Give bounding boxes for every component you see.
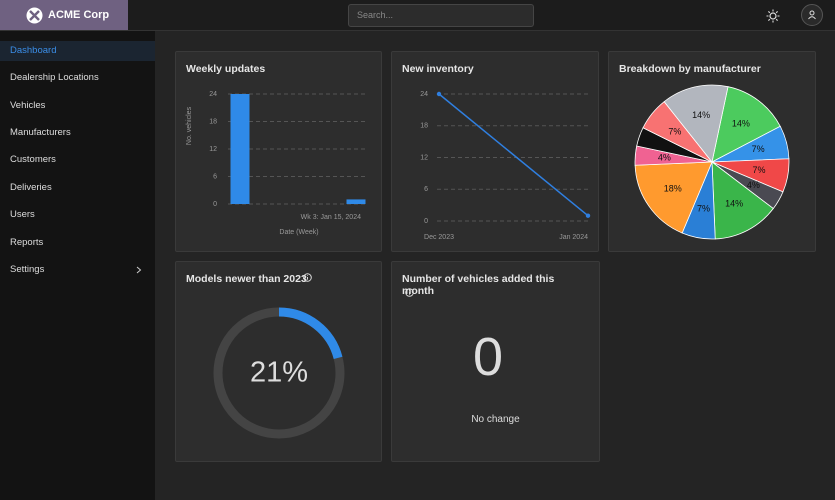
nav-label: Settings bbox=[10, 264, 45, 275]
y-tick-label: 6 bbox=[213, 173, 217, 180]
nav-label: Deliveries bbox=[10, 182, 52, 193]
y-tick-label: 0 bbox=[213, 201, 217, 208]
y-tick-label: 24 bbox=[420, 91, 428, 98]
brand-name: ACME Corp bbox=[48, 9, 110, 21]
nav-item[interactable]: Reports bbox=[0, 233, 155, 253]
card-title: New inventory bbox=[402, 63, 474, 75]
x-tick-label: Jan 2024 bbox=[559, 234, 588, 241]
nav-item[interactable]: Settings bbox=[0, 260, 155, 280]
user-avatar[interactable] bbox=[801, 4, 823, 26]
nav-label: Manufacturers bbox=[10, 127, 71, 138]
bar bbox=[230, 94, 250, 204]
y-tick-label: 6 bbox=[424, 186, 428, 193]
top-bar: ACME Corp Search... bbox=[0, 0, 835, 31]
y-axis-label: No. vehicles bbox=[186, 106, 193, 145]
slice-label: 14% bbox=[692, 110, 710, 120]
chart: 0 6 12 18 24 No. vehicles Date (Week) Wk 3: Jan… bbox=[186, 91, 368, 236]
y-tick-label: 18 bbox=[209, 118, 217, 125]
stat-note: No change bbox=[471, 414, 520, 425]
y-tick-label: 24 bbox=[209, 91, 217, 98]
info-circle bbox=[405, 288, 414, 297]
nav-item[interactable]: Dealership Locations bbox=[0, 68, 155, 88]
chart: 14% 7% 7% 4% 14% 7% 18% 4% 7% 14% bbox=[634, 84, 790, 240]
x-tick-label: Dec 2023 bbox=[424, 234, 454, 241]
search-box[interactable]: Search... bbox=[348, 4, 534, 27]
chevron-path bbox=[136, 266, 142, 274]
point bbox=[436, 91, 442, 97]
y-tick-label: 18 bbox=[420, 123, 428, 130]
gauge-arc bbox=[278, 307, 343, 360]
slice-label: 14% bbox=[732, 118, 750, 128]
bar bbox=[346, 199, 366, 204]
nav-label: Customers bbox=[10, 154, 56, 165]
slice-label: 7% bbox=[668, 126, 681, 136]
pie-slice bbox=[711, 161, 774, 240]
chart: 21% bbox=[213, 307, 345, 439]
nav-item[interactable]: Manufacturers bbox=[0, 123, 155, 143]
slice-label: 7% bbox=[697, 203, 710, 213]
info-icon[interactable] bbox=[405, 288, 414, 297]
slice-label: 4% bbox=[747, 180, 760, 190]
gauge-value: 21% bbox=[250, 357, 308, 389]
theme-toggle[interactable] bbox=[766, 9, 780, 23]
nav-item[interactable]: Customers bbox=[0, 150, 155, 170]
nav-item[interactable]: Dashboard bbox=[0, 41, 155, 61]
chart: 0 6 12 18 24 Dec 2023 Jan 2024 bbox=[420, 91, 591, 241]
card: Weekly updates 0 6 12 18 24 No. vehicles Date (… bbox=[175, 51, 382, 252]
brand[interactable]: ACME Corp bbox=[0, 0, 128, 30]
nav-label: Dealership Locations bbox=[10, 72, 99, 83]
sidebar: Dashboard Dealership Locations Vehicles Man… bbox=[0, 31, 155, 500]
x-tick-label: Wk 3: Jan 15, 2024 bbox=[301, 214, 361, 221]
y-tick-label: 12 bbox=[420, 154, 428, 161]
slice-label: 7% bbox=[752, 144, 765, 154]
nav-item[interactable]: Deliveries bbox=[0, 178, 155, 198]
info-icon[interactable] bbox=[303, 273, 312, 282]
stat-value: 0 bbox=[472, 327, 504, 387]
search-placeholder: Search... bbox=[357, 10, 394, 20]
card-title: Weekly updates bbox=[186, 63, 266, 75]
y-tick-label: 12 bbox=[209, 146, 217, 153]
nav-label: Users bbox=[10, 209, 35, 220]
card: Models newer than 2023 21% bbox=[175, 261, 382, 462]
pie-slice bbox=[711, 86, 781, 163]
card-title: Breakdown by manufacturer bbox=[619, 63, 761, 75]
line bbox=[438, 93, 589, 217]
slice-label: 4% bbox=[658, 152, 671, 162]
point bbox=[585, 213, 591, 218]
nav-label: Vehicles bbox=[10, 100, 46, 111]
card-title: Models newer than 2023 bbox=[186, 273, 307, 285]
slice-label: 7% bbox=[752, 165, 765, 175]
pie-slice bbox=[663, 84, 729, 163]
slice-label: 14% bbox=[725, 199, 743, 209]
x-axis-label: Date (Week) bbox=[279, 229, 318, 236]
card-title: Number of vehicles added this month bbox=[402, 273, 555, 297]
card: New inventory 0 6 12 18 24 Dec 2023 Jan 2024 bbox=[391, 51, 599, 252]
card: Breakdown by manufacturer 14% 7% 7% 4% 14% 7% 1… bbox=[608, 51, 816, 252]
chevron bbox=[136, 266, 142, 274]
nav-label: Dashboard bbox=[10, 45, 57, 56]
nav-label: Reports bbox=[10, 237, 44, 248]
nav-item[interactable]: Vehicles bbox=[0, 96, 155, 116]
slice-label: 18% bbox=[664, 184, 682, 194]
pie-slice bbox=[634, 161, 713, 234]
nav-item[interactable]: Users bbox=[0, 205, 155, 225]
card: Number of vehicles added this month 0 No c… bbox=[391, 261, 600, 462]
brand-logo bbox=[26, 7, 43, 24]
y-tick-label: 0 bbox=[424, 218, 428, 225]
info-circle bbox=[303, 273, 312, 282]
